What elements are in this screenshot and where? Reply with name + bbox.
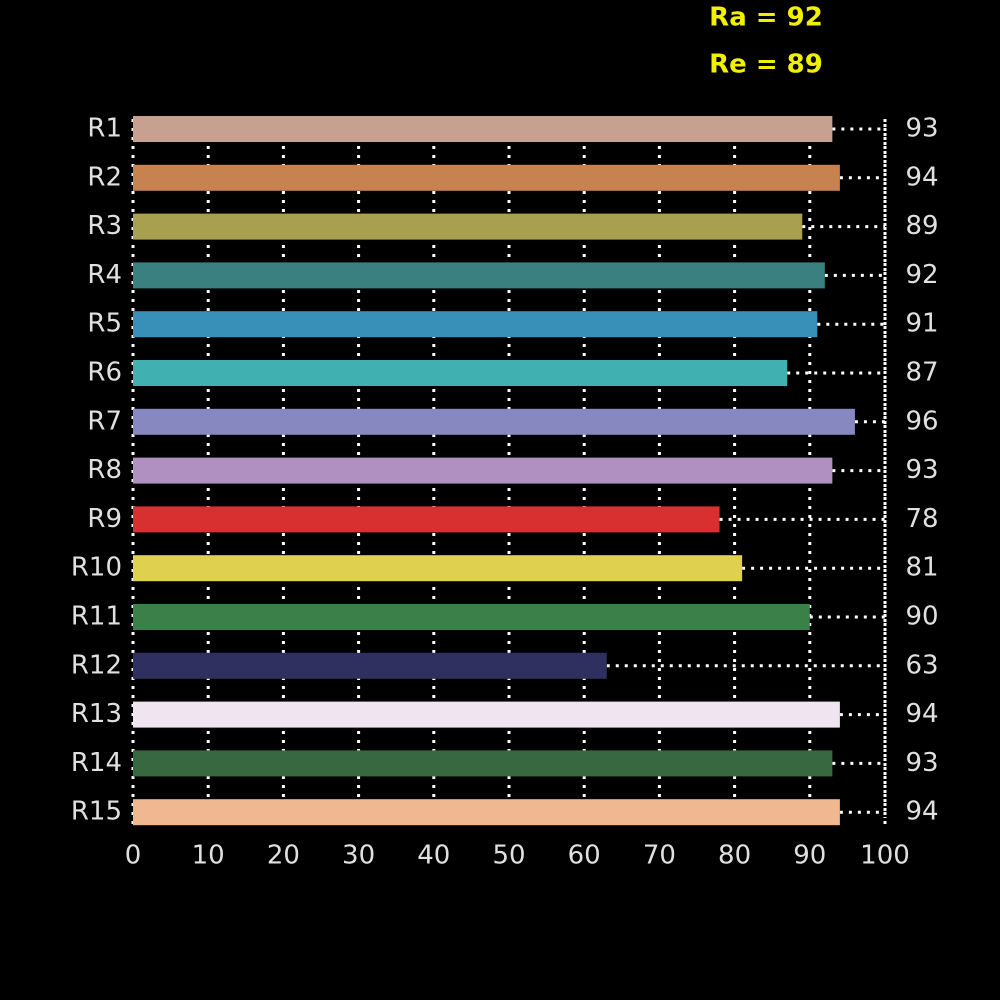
- bar: [133, 311, 818, 338]
- y-tick-label: R9: [87, 504, 122, 534]
- bar: [133, 457, 833, 484]
- value-label: 94: [905, 162, 938, 192]
- value-label: 91: [905, 309, 938, 339]
- y-tick-label: R4: [87, 260, 122, 290]
- bar: [133, 408, 855, 435]
- y-tick-label: R12: [71, 650, 122, 680]
- x-tick-label: 40: [417, 841, 450, 871]
- x-tick-label: 10: [192, 841, 225, 871]
- y-tick-label: R13: [71, 699, 122, 729]
- value-label: 90: [905, 602, 938, 632]
- x-tick-label: 50: [492, 841, 525, 871]
- value-label: 89: [905, 211, 938, 241]
- y-tick-label: R14: [71, 748, 122, 778]
- value-label: 96: [905, 406, 938, 436]
- y-tick-label: R3: [87, 211, 122, 241]
- value-label: 92: [905, 260, 938, 290]
- y-tick-label: R5: [87, 309, 122, 339]
- bar: [133, 701, 840, 728]
- bar: [133, 262, 825, 289]
- y-tick-label: R1: [87, 114, 122, 144]
- bar: [133, 116, 833, 142]
- y-tick-label: R11: [71, 602, 122, 632]
- value-label: 87: [905, 358, 938, 388]
- bar: [133, 213, 803, 240]
- value-label: 63: [905, 650, 938, 680]
- x-tick-label: 30: [342, 841, 375, 871]
- x-tick-label: 0: [125, 841, 142, 871]
- bar: [133, 604, 810, 630]
- x-tick-label: 100: [860, 841, 910, 871]
- value-label: 93: [905, 455, 938, 485]
- x-tick-label: 90: [793, 841, 826, 871]
- value-label: 93: [905, 114, 938, 144]
- y-tick-label: R15: [71, 797, 122, 827]
- value-label: 78: [905, 504, 938, 534]
- value-label: 93: [905, 748, 938, 778]
- value-label: 81: [905, 553, 938, 583]
- bar: [133, 360, 788, 386]
- y-tick-label: R6: [87, 358, 122, 388]
- x-tick-label: 20: [267, 841, 300, 871]
- bar: [133, 555, 743, 582]
- value-label: 94: [905, 699, 938, 729]
- y-tick-label: R2: [87, 162, 122, 192]
- bar: [133, 750, 833, 777]
- y-tick-label: R10: [71, 553, 122, 583]
- bar: [133, 164, 840, 191]
- bar: [133, 506, 720, 533]
- x-tick-label: 60: [568, 841, 601, 871]
- bar: [133, 799, 840, 826]
- y-tick-label: R8: [87, 455, 122, 485]
- re-annotation: Re = 89: [709, 50, 823, 80]
- value-label: 94: [905, 797, 938, 827]
- ra-annotation: Ra = 92: [709, 3, 823, 33]
- bar: [133, 652, 607, 679]
- y-tick-label: R7: [87, 406, 122, 436]
- x-tick-label: 80: [718, 841, 751, 871]
- x-tick-label: 70: [643, 841, 676, 871]
